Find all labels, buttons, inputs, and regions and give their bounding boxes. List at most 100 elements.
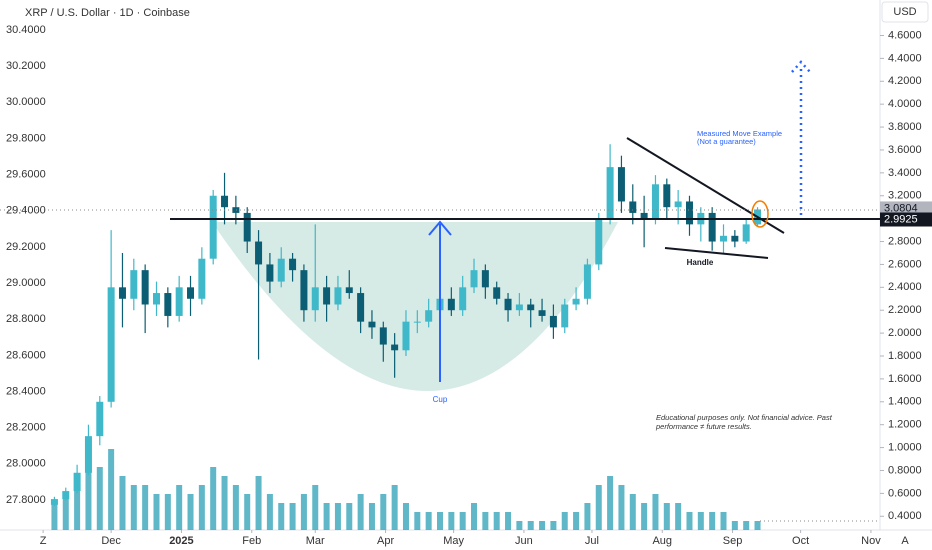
volume-bar — [96, 467, 103, 530]
disclaimer: Educational purposes only. Not financial… — [656, 413, 833, 422]
candle-body — [221, 195, 229, 208]
candle-body — [504, 298, 512, 311]
candle-body — [493, 287, 501, 299]
candle-body — [152, 293, 160, 305]
volume-bar — [527, 521, 534, 530]
auto-button[interactable]: A — [901, 535, 909, 547]
volume-bar — [391, 485, 398, 530]
candle-body — [538, 310, 546, 316]
y2-tick-label: 29.0000 — [6, 277, 46, 289]
y-tick-label: 4.6000 — [888, 29, 922, 41]
y-tick-label: 1.8000 — [888, 350, 922, 362]
candle-body — [379, 327, 387, 345]
handle-upper-line — [626, 137, 785, 234]
volume-bar — [641, 503, 648, 530]
candle-body — [209, 195, 217, 259]
volume-bar — [368, 503, 375, 530]
x-tick-label: Aug — [652, 535, 672, 547]
annotation: Cup — [433, 395, 448, 404]
y2-tick-label: 29.2000 — [6, 241, 46, 253]
volume-bar — [357, 494, 364, 530]
candle-body — [617, 167, 625, 202]
candle-body — [198, 258, 206, 299]
currency[interactable]: USD — [893, 6, 916, 18]
candle-body — [311, 287, 319, 311]
neckline-box — [880, 212, 932, 227]
volume-bar — [482, 512, 489, 530]
candle-body — [84, 436, 92, 473]
volume-bar — [108, 449, 115, 530]
volume-bar — [164, 494, 171, 530]
y2-tick-label: 29.4000 — [6, 205, 46, 217]
candle-body — [300, 270, 308, 311]
chart-title: XRP / U.S. Dollar · 1D · Coinbase — [25, 7, 190, 19]
volume-bar — [663, 503, 670, 530]
candle-body — [266, 264, 274, 282]
x-tick-label: Dec — [101, 535, 121, 547]
candle-body — [141, 270, 149, 305]
y-tick-label: 4.0000 — [888, 98, 922, 110]
volume-bar — [74, 476, 81, 530]
candle-body — [413, 321, 421, 323]
volume-bar — [187, 494, 194, 530]
y-tick-label: 1.0000 — [888, 441, 922, 453]
volume-bar — [720, 512, 727, 530]
y2-tick-label: 29.8000 — [6, 132, 46, 144]
y2-tick-label: 28.8000 — [6, 313, 46, 325]
volume-bar — [686, 512, 693, 530]
y-tick-label: 3.8000 — [888, 121, 922, 133]
candles — [50, 144, 762, 530]
volume-bar — [459, 512, 466, 530]
y-tick-label: 4.4000 — [888, 52, 922, 64]
volume-bar — [595, 485, 602, 530]
y-tick-label: 1.2000 — [888, 419, 922, 431]
x-tick-label: 2025 — [169, 535, 193, 547]
breakout-circle — [751, 200, 769, 228]
x-tick-label: Nov — [861, 535, 881, 547]
cup-arrow-head — [428, 220, 452, 236]
volume-bar — [550, 521, 557, 530]
volume-bar — [300, 494, 307, 530]
volume-bar — [425, 512, 432, 530]
volume-bar — [437, 512, 443, 530]
volume-bar — [51, 503, 58, 530]
volume-bar — [731, 521, 738, 530]
x-tick-label: Jul — [585, 535, 599, 547]
annotation: (Not a guarantee) — [697, 137, 756, 146]
y-tick-label: 2.4000 — [888, 281, 922, 293]
candle-body — [243, 212, 251, 242]
volume-bar — [198, 485, 205, 530]
candle-body — [118, 287, 126, 299]
y-tick-label: 4.2000 — [888, 75, 922, 87]
candle-body — [459, 287, 467, 311]
volume-bar — [153, 494, 160, 530]
candle-body — [583, 264, 591, 299]
candle-body — [527, 304, 535, 311]
y2-tick-label: 30.0000 — [6, 96, 46, 108]
volume-bar — [618, 485, 625, 530]
x-tick-label: Jun — [515, 535, 533, 547]
x-tick-label: Apr — [377, 535, 394, 547]
volume-bar — [232, 485, 239, 530]
candle-body — [62, 491, 70, 500]
candle-body — [96, 401, 104, 437]
currency-box[interactable] — [881, 1, 929, 23]
handle-lower-line — [664, 247, 769, 259]
volume-bar — [743, 521, 750, 530]
x-tick-label: Oct — [792, 535, 809, 547]
volume-bar — [334, 503, 341, 530]
y2-tick-label: 29.6000 — [6, 169, 46, 181]
volume-bar — [471, 503, 478, 530]
disclaimer: performance ≠ future results. — [655, 422, 752, 431]
volume-bar — [652, 494, 659, 530]
annotation: Handle — [687, 258, 714, 267]
candle-body — [470, 270, 478, 288]
candle-body — [708, 212, 716, 242]
volume-bar — [289, 503, 296, 530]
x-tick-label: Sep — [723, 535, 743, 547]
y-tick-label: 2.2000 — [888, 304, 922, 316]
volume-bar — [266, 494, 273, 530]
candle-body — [50, 499, 58, 505]
measured-move-head — [791, 60, 811, 73]
